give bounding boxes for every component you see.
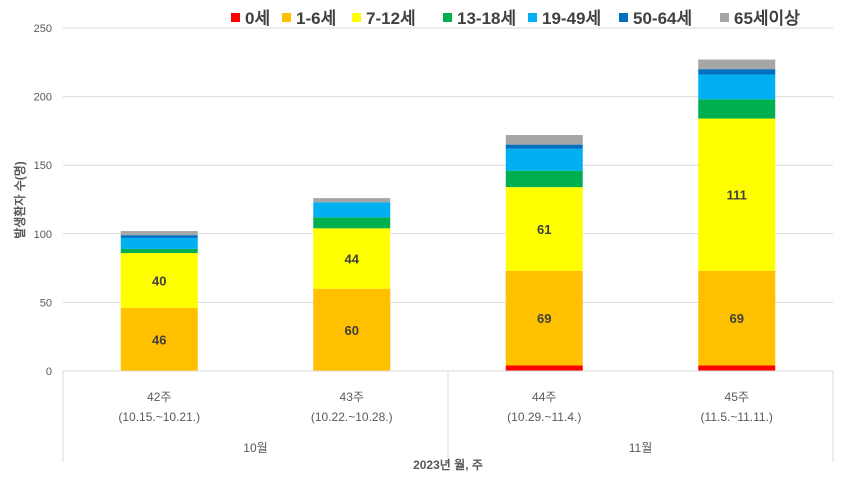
data-label: 61 [537,222,551,237]
y-tick-label: 50 [40,297,52,309]
bar-segment-50-64세 [505,144,583,149]
legend-label: 0세 [245,9,270,28]
data-label: 69 [730,311,744,326]
legend-swatch-1-6세 [282,13,291,22]
x-tick-sublabel: (11.5.~11.11.) [701,410,773,424]
bar-segment-13-18세 [313,217,391,229]
data-label: 60 [345,323,359,338]
legend-swatch-13-18세 [443,13,452,22]
legend-label: 65세이상 [734,9,800,28]
x-tick-label: 43주 [340,390,364,404]
x-axis-title: 2023년 월, 주 [413,457,483,472]
legend-label: 13-18세 [457,9,516,28]
bar-segment-7-12세 [120,253,198,308]
bar-segment-65세이상 [120,231,198,236]
x-tick-label: 45주 [725,390,749,404]
y-tick-label: 250 [34,23,52,35]
legend-label: 50-64세 [633,9,692,28]
x-tick-label: 42주 [147,390,171,404]
legend-swatch-65세이상 [720,13,729,22]
y-tick-label: 150 [34,160,52,172]
data-label: 46 [152,332,166,347]
bar-segment-19-49세 [505,148,583,171]
bar-segment-65세이상 [313,198,391,203]
bar-segment-0세 [698,365,776,371]
bar-segment-19-49세 [313,202,391,218]
bar-segment-7-12세 [313,228,391,289]
data-label: 40 [152,273,166,288]
bar-segment-19-49세 [120,237,198,249]
group-label: 10월 [243,441,267,455]
bar-segment-65세이상 [505,135,583,145]
y-axis-title: 발생환자 수(명) [12,161,27,239]
legend-label: 19-49세 [542,9,601,28]
bar-segment-65세이상 [698,59,776,70]
bar-segment-13-18세 [120,248,198,254]
data-label: 111 [727,188,747,203]
legend-label: 7-12세 [366,9,416,28]
legend-swatch-19-49세 [528,13,537,22]
legend-swatch-0세 [231,13,240,22]
legend-label: 1-6세 [296,9,336,28]
bar-segment-13-18세 [698,99,776,119]
bar-segment-0세 [505,365,583,371]
y-tick-label: 0 [46,366,52,378]
bar-segment-7-12세 [698,118,776,271]
group-label: 11월 [629,441,653,455]
bar-segment-1-6세 [313,288,391,371]
bar-segment-1-6세 [698,270,776,366]
y-tick-label: 200 [34,92,52,104]
data-label: 69 [537,311,551,326]
bar-segment-50-64세 [698,69,776,75]
bar-segment-19-49세 [698,74,776,100]
bar-segment-7-12세 [505,187,583,271]
legend-swatch-50-64세 [619,13,628,22]
y-tick-label: 100 [34,229,52,241]
x-tick-sublabel: (10.15.~10.21.) [118,410,200,424]
bar-segment-50-64세 [120,235,198,238]
x-tick-label: 44주 [532,390,556,404]
bar-segment-1-6세 [120,307,198,371]
x-tick-sublabel: (10.29.~11.4.) [507,410,581,424]
bar-segment-1-6세 [505,270,583,366]
data-label: 44 [345,251,360,266]
x-tick-sublabel: (10.22.~10.28.) [311,410,393,424]
legend-swatch-7-12세 [352,13,361,22]
bar-segment-13-18세 [505,170,583,188]
